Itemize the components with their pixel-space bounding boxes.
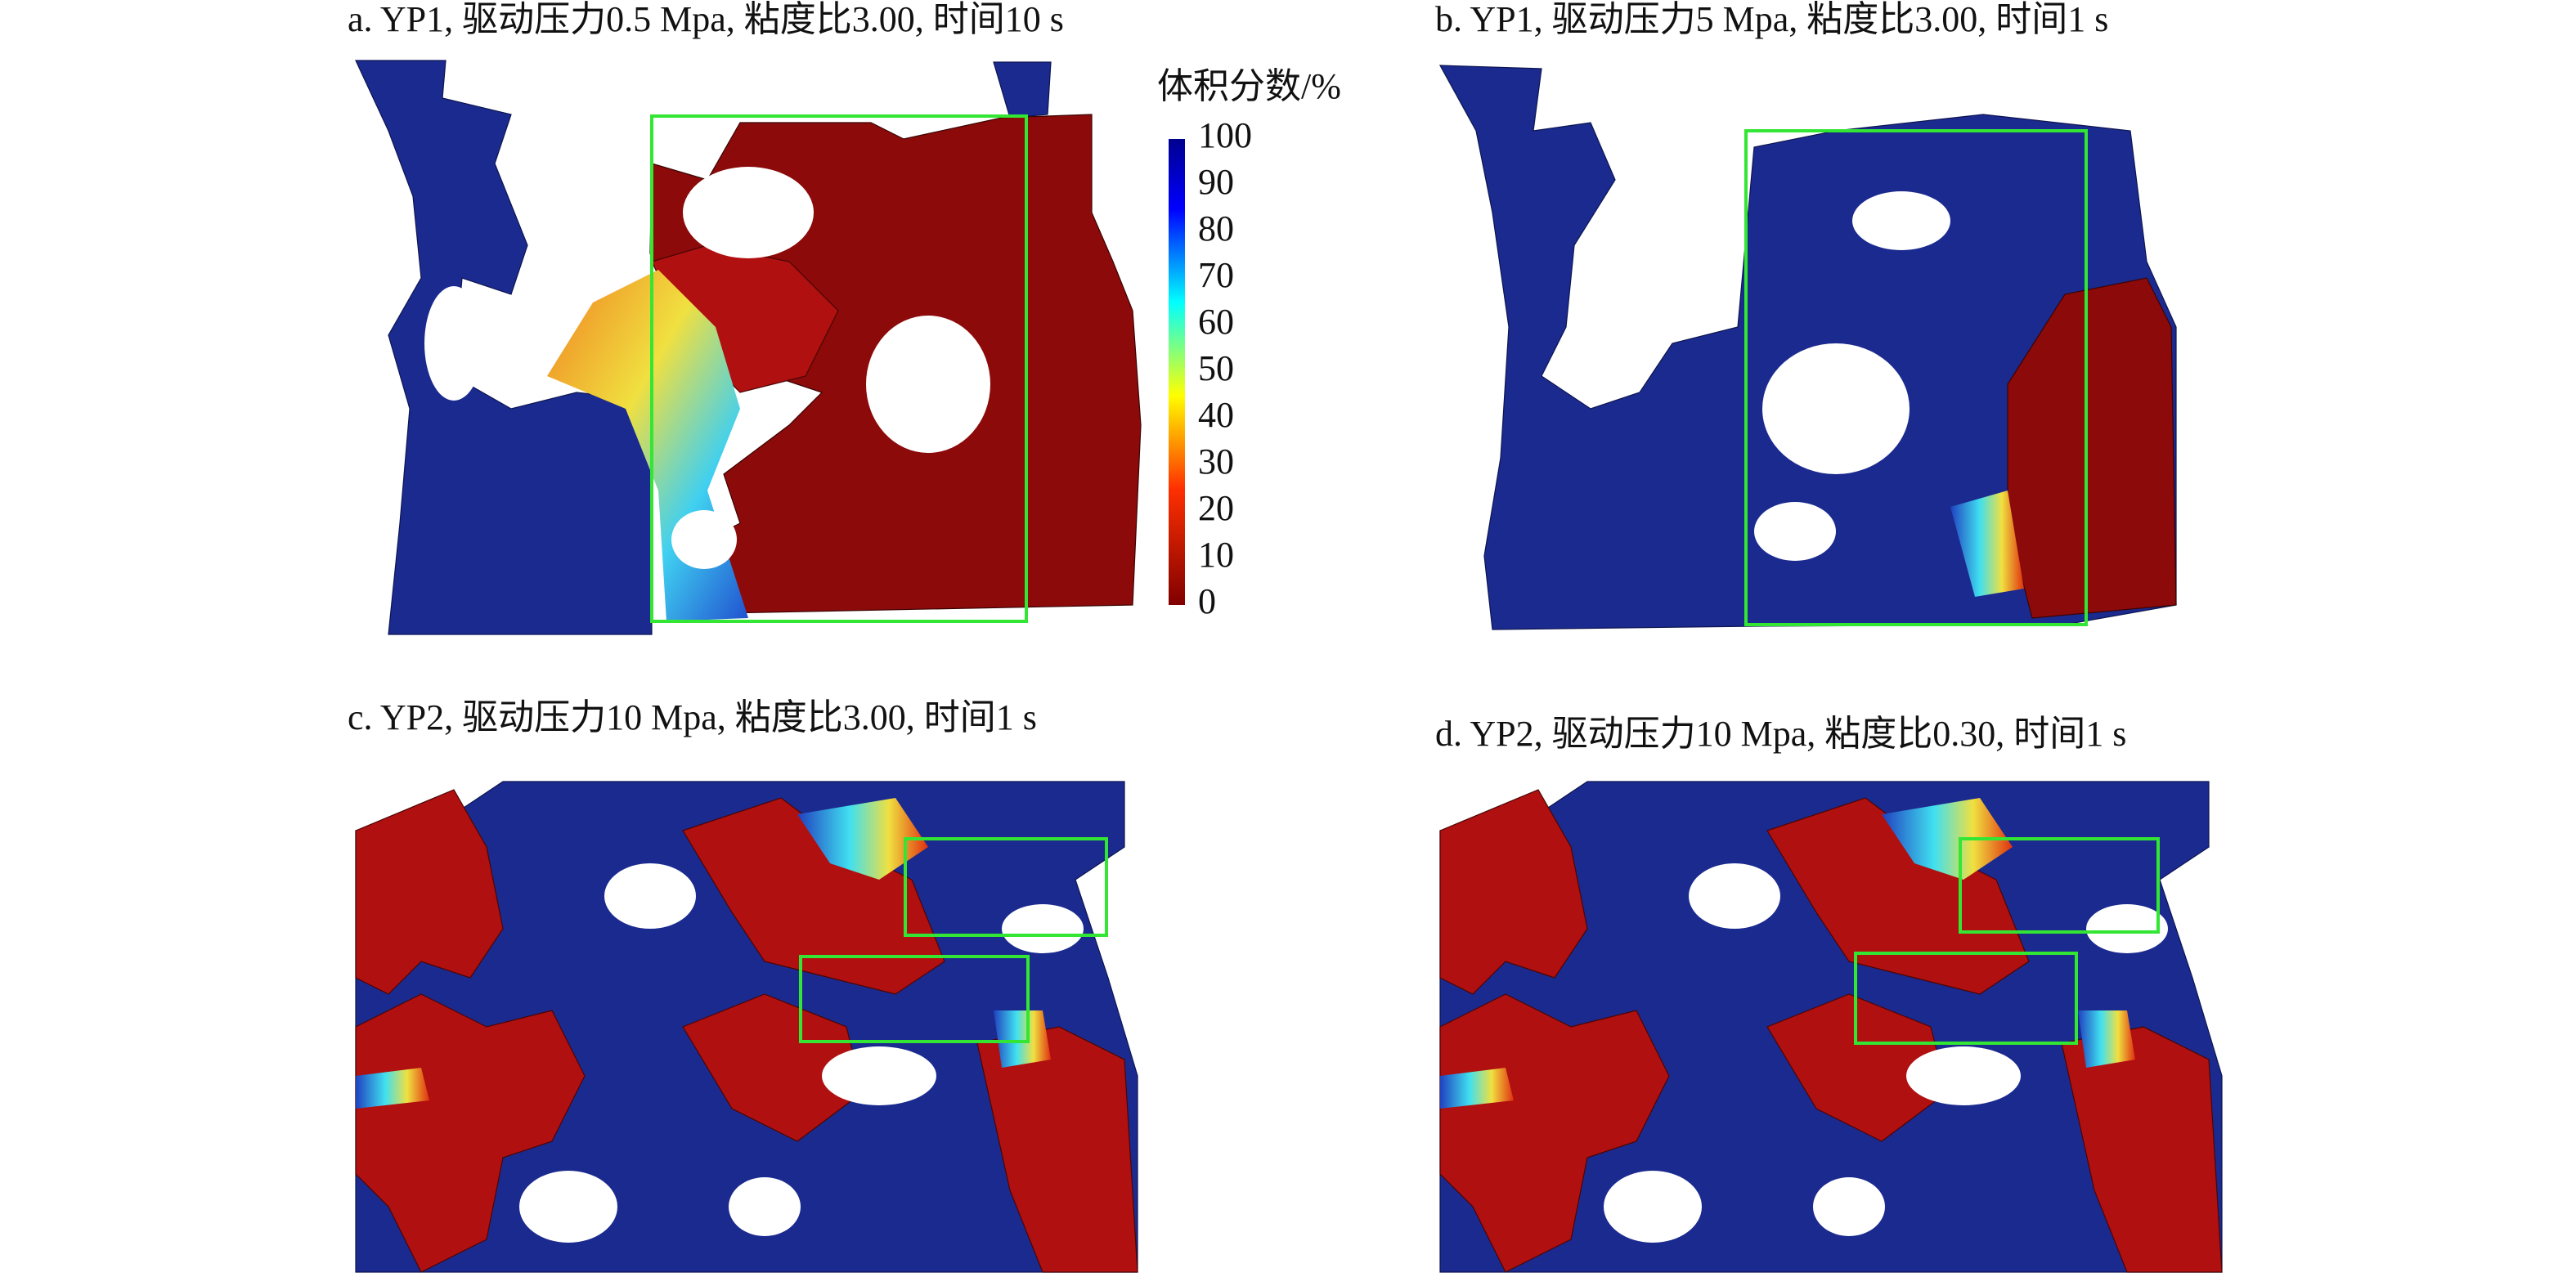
panel-caption: d. YP2, 驱动压力10 Mpa, 粘度比0.30, 时间1 s <box>1435 714 2126 754</box>
colorbar-tick-label: 10 <box>1198 535 1234 575</box>
colorbar-tick-label: 90 <box>1198 162 1234 202</box>
simulation-image <box>355 60 1142 635</box>
simulation-image <box>1438 65 2177 630</box>
panel-caption: c. YP2, 驱动压力10 Mpa, 粘度比3.00, 时间1 s <box>348 697 1037 737</box>
colorbar-tick-label: 50 <box>1198 348 1234 388</box>
panel-caption: b. YP1, 驱动压力5 Mpa, 粘度比3.00, 时间1 s <box>1435 0 2108 39</box>
colorbar-tick-label: 100 <box>1198 115 1252 155</box>
colorbar-title: 体积分数/% <box>1157 66 1341 106</box>
colorbar-tick-label: 40 <box>1198 395 1234 435</box>
colorbar-tick-label: 30 <box>1198 441 1234 482</box>
colorbar-tick-label: 70 <box>1198 255 1234 295</box>
colorbar-tick-label: 20 <box>1198 488 1234 528</box>
colorbar-tick-label: 0 <box>1198 581 1216 621</box>
colorbar-tick-label: 60 <box>1198 302 1234 342</box>
colorbar-tick-label: 80 <box>1198 208 1234 249</box>
simulation-image <box>355 781 1138 1273</box>
simulation-image <box>1439 781 2223 1273</box>
colorbar <box>1169 139 1185 605</box>
panel-caption: a. YP1, 驱动压力0.5 Mpa, 粘度比3.00, 时间10 s <box>348 0 1064 39</box>
